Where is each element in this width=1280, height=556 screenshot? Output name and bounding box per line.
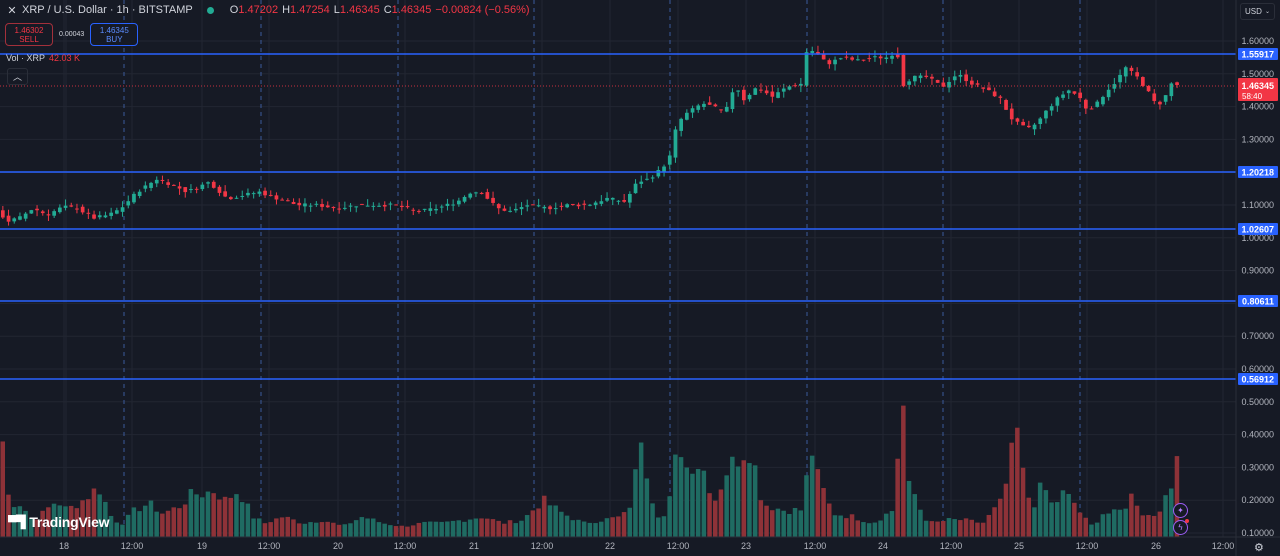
sell-label: SELL xyxy=(19,34,39,44)
svg-text:22: 22 xyxy=(605,541,615,551)
svg-text:0.90000: 0.90000 xyxy=(1241,266,1274,276)
chevron-down-icon: ⌄ xyxy=(1264,9,1270,15)
svg-text:1.00000: 1.00000 xyxy=(1241,233,1274,243)
buy-button[interactable]: 1.46345 BUY xyxy=(90,23,139,46)
sell-button[interactable]: 1.46302 SELL xyxy=(5,23,53,46)
sell-price: 1.46302 xyxy=(14,25,44,35)
svg-text:12:00: 12:00 xyxy=(804,541,827,551)
symbol-title[interactable]: XRP / U.S. Dollar · 1h · BITSTAMP xyxy=(22,4,193,16)
currency-select[interactable]: USD ⌄ xyxy=(1240,3,1275,20)
buy-label: BUY xyxy=(106,34,123,44)
svg-text:21: 21 xyxy=(469,541,479,551)
svg-text:1.30000: 1.30000 xyxy=(1241,134,1274,144)
svg-text:18: 18 xyxy=(59,541,69,551)
svg-text:26: 26 xyxy=(1151,541,1161,551)
open-value: 1.47202 xyxy=(238,4,279,16)
svg-text:12:00: 12:00 xyxy=(394,541,417,551)
svg-text:1.50000: 1.50000 xyxy=(1241,69,1274,79)
lightning-icon: ϟ xyxy=(1178,523,1183,532)
close-label: C xyxy=(383,4,392,16)
svg-text:0.60000: 0.60000 xyxy=(1241,364,1274,374)
svg-text:24: 24 xyxy=(878,541,888,551)
svg-text:0.50000: 0.50000 xyxy=(1241,397,1274,407)
svg-text:1.20218: 1.20218 xyxy=(1241,168,1274,178)
svg-text:1.10000: 1.10000 xyxy=(1241,200,1274,210)
svg-text:12:00: 12:00 xyxy=(940,541,963,551)
svg-text:19: 19 xyxy=(197,541,207,551)
market-status-dot xyxy=(206,6,214,14)
x-icon[interactable]: ✕ xyxy=(7,4,17,17)
low-value: 1.46345 xyxy=(339,4,380,16)
svg-text:0.56912: 0.56912 xyxy=(1241,375,1274,385)
svg-text:0.10000: 0.10000 xyxy=(1241,528,1274,538)
price-axis[interactable]: 1.60000 1.50000 1.40000 1.30000 1.10000 1.000… xyxy=(1238,36,1278,538)
svg-text:12:00: 12:00 xyxy=(1076,541,1099,551)
svg-text:20: 20 xyxy=(333,541,343,551)
chevron-up-icon[interactable]: ︿ xyxy=(7,68,28,85)
symbol-header: ✕ XRP / U.S. Dollar · 1h · BITSTAMP O 1.4… xyxy=(6,4,530,17)
high-value: 1.47254 xyxy=(290,4,330,16)
trade-panel: 1.46302 SELL 0.00043 1.46345 BUY xyxy=(5,23,139,46)
volume-value: 42.03 K xyxy=(49,53,81,63)
svg-text:0.70000: 0.70000 xyxy=(1241,331,1274,341)
ai-assist-button[interactable]: ✦ xyxy=(1173,503,1188,518)
volume-label: Vol · XRP xyxy=(6,53,46,63)
svg-text:12:00: 12:00 xyxy=(667,541,690,551)
gear-icon[interactable]: ⚙ xyxy=(1254,542,1264,554)
notification-badge xyxy=(1185,519,1189,523)
svg-text:25: 25 xyxy=(1014,541,1024,551)
svg-text:1.55917: 1.55917 xyxy=(1241,50,1274,60)
svg-text:0.30000: 0.30000 xyxy=(1241,462,1274,472)
svg-text:0.20000: 0.20000 xyxy=(1241,495,1274,505)
low-label: L xyxy=(333,4,340,16)
logo-text: TradingView xyxy=(29,514,110,530)
svg-text:23: 23 xyxy=(741,541,751,551)
candlesticks xyxy=(1,45,1179,226)
svg-text:0.80611: 0.80611 xyxy=(1242,297,1274,307)
tradingview-logo: ▀▜ TradingView xyxy=(8,514,110,530)
svg-text:1.46345: 1.46345 xyxy=(1241,81,1274,91)
buy-price: 1.46345 xyxy=(99,25,129,35)
svg-text:58:40: 58:40 xyxy=(1242,92,1263,101)
high-label: H xyxy=(282,4,291,16)
tradingview-mark-icon: ▀▜ xyxy=(8,515,26,529)
change-value: −0.00824 (−0.56%) xyxy=(435,4,530,16)
svg-text:12:00: 12:00 xyxy=(121,541,144,551)
spread-value: 0.00043 xyxy=(59,31,85,38)
volume-bars xyxy=(0,405,1180,537)
svg-text:12:00: 12:00 xyxy=(531,541,554,551)
lightning-button[interactable]: ϟ xyxy=(1173,519,1189,535)
svg-text:1.40000: 1.40000 xyxy=(1241,102,1274,112)
volume-legend[interactable]: Vol · XRP 42.03 K xyxy=(6,53,80,63)
svg-text:1.02607: 1.02607 xyxy=(1241,225,1274,235)
sparkle-icon: ✦ xyxy=(1177,506,1184,515)
svg-text:0.40000: 0.40000 xyxy=(1241,430,1274,440)
close-value: 1.46345 xyxy=(391,4,432,16)
time-axis[interactable]: 18 12:00 19 12:00 20 12:00 21 12:00 22 12:00 23 12:… xyxy=(59,541,1234,551)
svg-text:12:00: 12:00 xyxy=(258,541,281,551)
open-label: O xyxy=(229,4,239,16)
svg-text:12:00: 12:00 xyxy=(1212,541,1235,551)
currency-value: USD xyxy=(1245,7,1262,16)
svg-text:1.60000: 1.60000 xyxy=(1241,36,1274,46)
